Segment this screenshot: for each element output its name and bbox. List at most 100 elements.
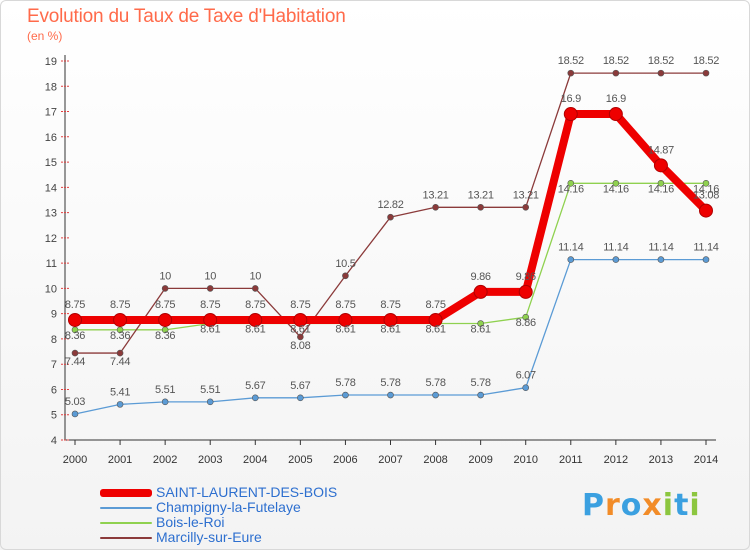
data-label: 5.41 (110, 386, 130, 398)
data-label: 14.87 (648, 144, 674, 156)
y-tick-label: 19 (45, 56, 57, 68)
x-tick-label: 2005 (288, 454, 312, 466)
data-label: 5.78 (380, 377, 400, 389)
data-point (702, 256, 710, 263)
data-label: 8.75 (335, 299, 355, 311)
data-point (567, 179, 575, 187)
y-tick-label: 9 (51, 309, 57, 321)
logo-letter: P (582, 488, 605, 523)
data-point (383, 312, 398, 327)
data-label: 8.61 (245, 324, 265, 336)
data-point (113, 312, 128, 327)
data-label: 8.61 (200, 324, 220, 336)
data-point (612, 256, 620, 263)
data-point (567, 256, 575, 263)
data-label: 10 (159, 270, 171, 282)
data-point (293, 312, 308, 327)
proxiti-logo: Proxiti (582, 488, 701, 523)
data-point (522, 313, 530, 321)
data-point (473, 284, 488, 299)
data-label: 14.16 (693, 183, 719, 195)
data-label: 9.86 (516, 271, 536, 283)
data-label: 8.75 (380, 299, 400, 311)
logo-letter: x (642, 488, 663, 523)
data-label: 18.52 (693, 55, 719, 67)
data-label: 5.67 (290, 380, 310, 392)
data-point (657, 69, 665, 77)
data-label: 14.16 (558, 183, 584, 195)
y-tick-label: 17 (45, 107, 57, 119)
x-tick-label: 2000 (63, 454, 87, 466)
data-label: 13.21 (423, 189, 449, 201)
data-label: 11.14 (693, 242, 718, 254)
logo-letter: o (620, 488, 643, 523)
x-tick-label: 2012 (604, 454, 628, 466)
data-label: 8.61 (471, 324, 491, 336)
data-label: 8.75 (155, 299, 175, 311)
data-label: 8.36 (65, 330, 85, 342)
data-point (161, 398, 169, 406)
legend-swatch (100, 522, 152, 524)
data-point (387, 213, 394, 221)
data-point (251, 285, 259, 292)
data-point (518, 284, 533, 299)
y-tick-label: 16 (45, 132, 57, 144)
y-tick-label: 4 (51, 435, 57, 447)
y-tick-label: 11 (46, 258, 57, 270)
data-label: 11.14 (558, 242, 583, 254)
data-point (338, 312, 353, 327)
data-point (116, 349, 124, 357)
data-point (477, 203, 484, 211)
data-point (251, 394, 259, 402)
data-label: 13.08 (693, 190, 719, 202)
data-label: 8.86 (516, 317, 536, 329)
y-tick-label: 13 (45, 208, 57, 220)
x-tick-label: 2006 (333, 454, 357, 466)
data-point (522, 384, 530, 391)
data-point (522, 203, 530, 211)
data-label: 5.78 (471, 377, 491, 389)
legend-label: Bois-le-Roi (156, 514, 225, 530)
y-tick-label: 12 (45, 233, 57, 245)
data-label: 16.9 (561, 93, 581, 105)
data-label: 13.21 (468, 189, 494, 201)
data-label: 5.03 (65, 396, 85, 408)
data-point (161, 285, 169, 292)
data-point (657, 179, 665, 187)
legend-swatch (100, 507, 152, 509)
data-point (428, 312, 443, 327)
data-label: 8.75 (425, 299, 445, 311)
data-label: 10 (204, 270, 216, 282)
data-point (158, 312, 173, 327)
data-label: 6.07 (516, 370, 536, 382)
data-point (432, 391, 439, 399)
y-tick-label: 15 (45, 157, 57, 169)
data-label: 5.78 (425, 377, 445, 389)
logo-letter: r (605, 488, 621, 523)
data-point (71, 349, 79, 357)
data-point (653, 158, 668, 173)
data-label: 8.75 (200, 299, 220, 311)
data-label: 8.61 (290, 324, 310, 336)
y-tick-label: 5 (51, 410, 57, 422)
logo-letter: i (662, 488, 675, 523)
x-tick-label: 2003 (198, 454, 222, 466)
logo-letter: i (689, 488, 701, 523)
data-point (297, 394, 304, 402)
data-point (68, 312, 82, 327)
x-tick-label: 2002 (153, 454, 177, 466)
data-label: 9.86 (471, 271, 491, 283)
x-tick-label: 2007 (378, 454, 402, 466)
logo-letter: t (674, 488, 690, 523)
data-point (612, 69, 620, 77)
chart-title: Evolution du Taux de Taxe d'Habitation (27, 6, 346, 27)
x-tick-label: 2001 (108, 454, 132, 466)
data-point (563, 107, 578, 122)
data-label: 11.14 (603, 242, 628, 254)
data-label: 8.75 (65, 299, 85, 311)
data-label: 11.14 (648, 242, 673, 254)
data-label: 10 (249, 270, 261, 282)
x-tick-label: 2010 (513, 454, 537, 466)
data-label: 14.16 (603, 183, 629, 195)
data-label: 8.08 (290, 340, 310, 352)
